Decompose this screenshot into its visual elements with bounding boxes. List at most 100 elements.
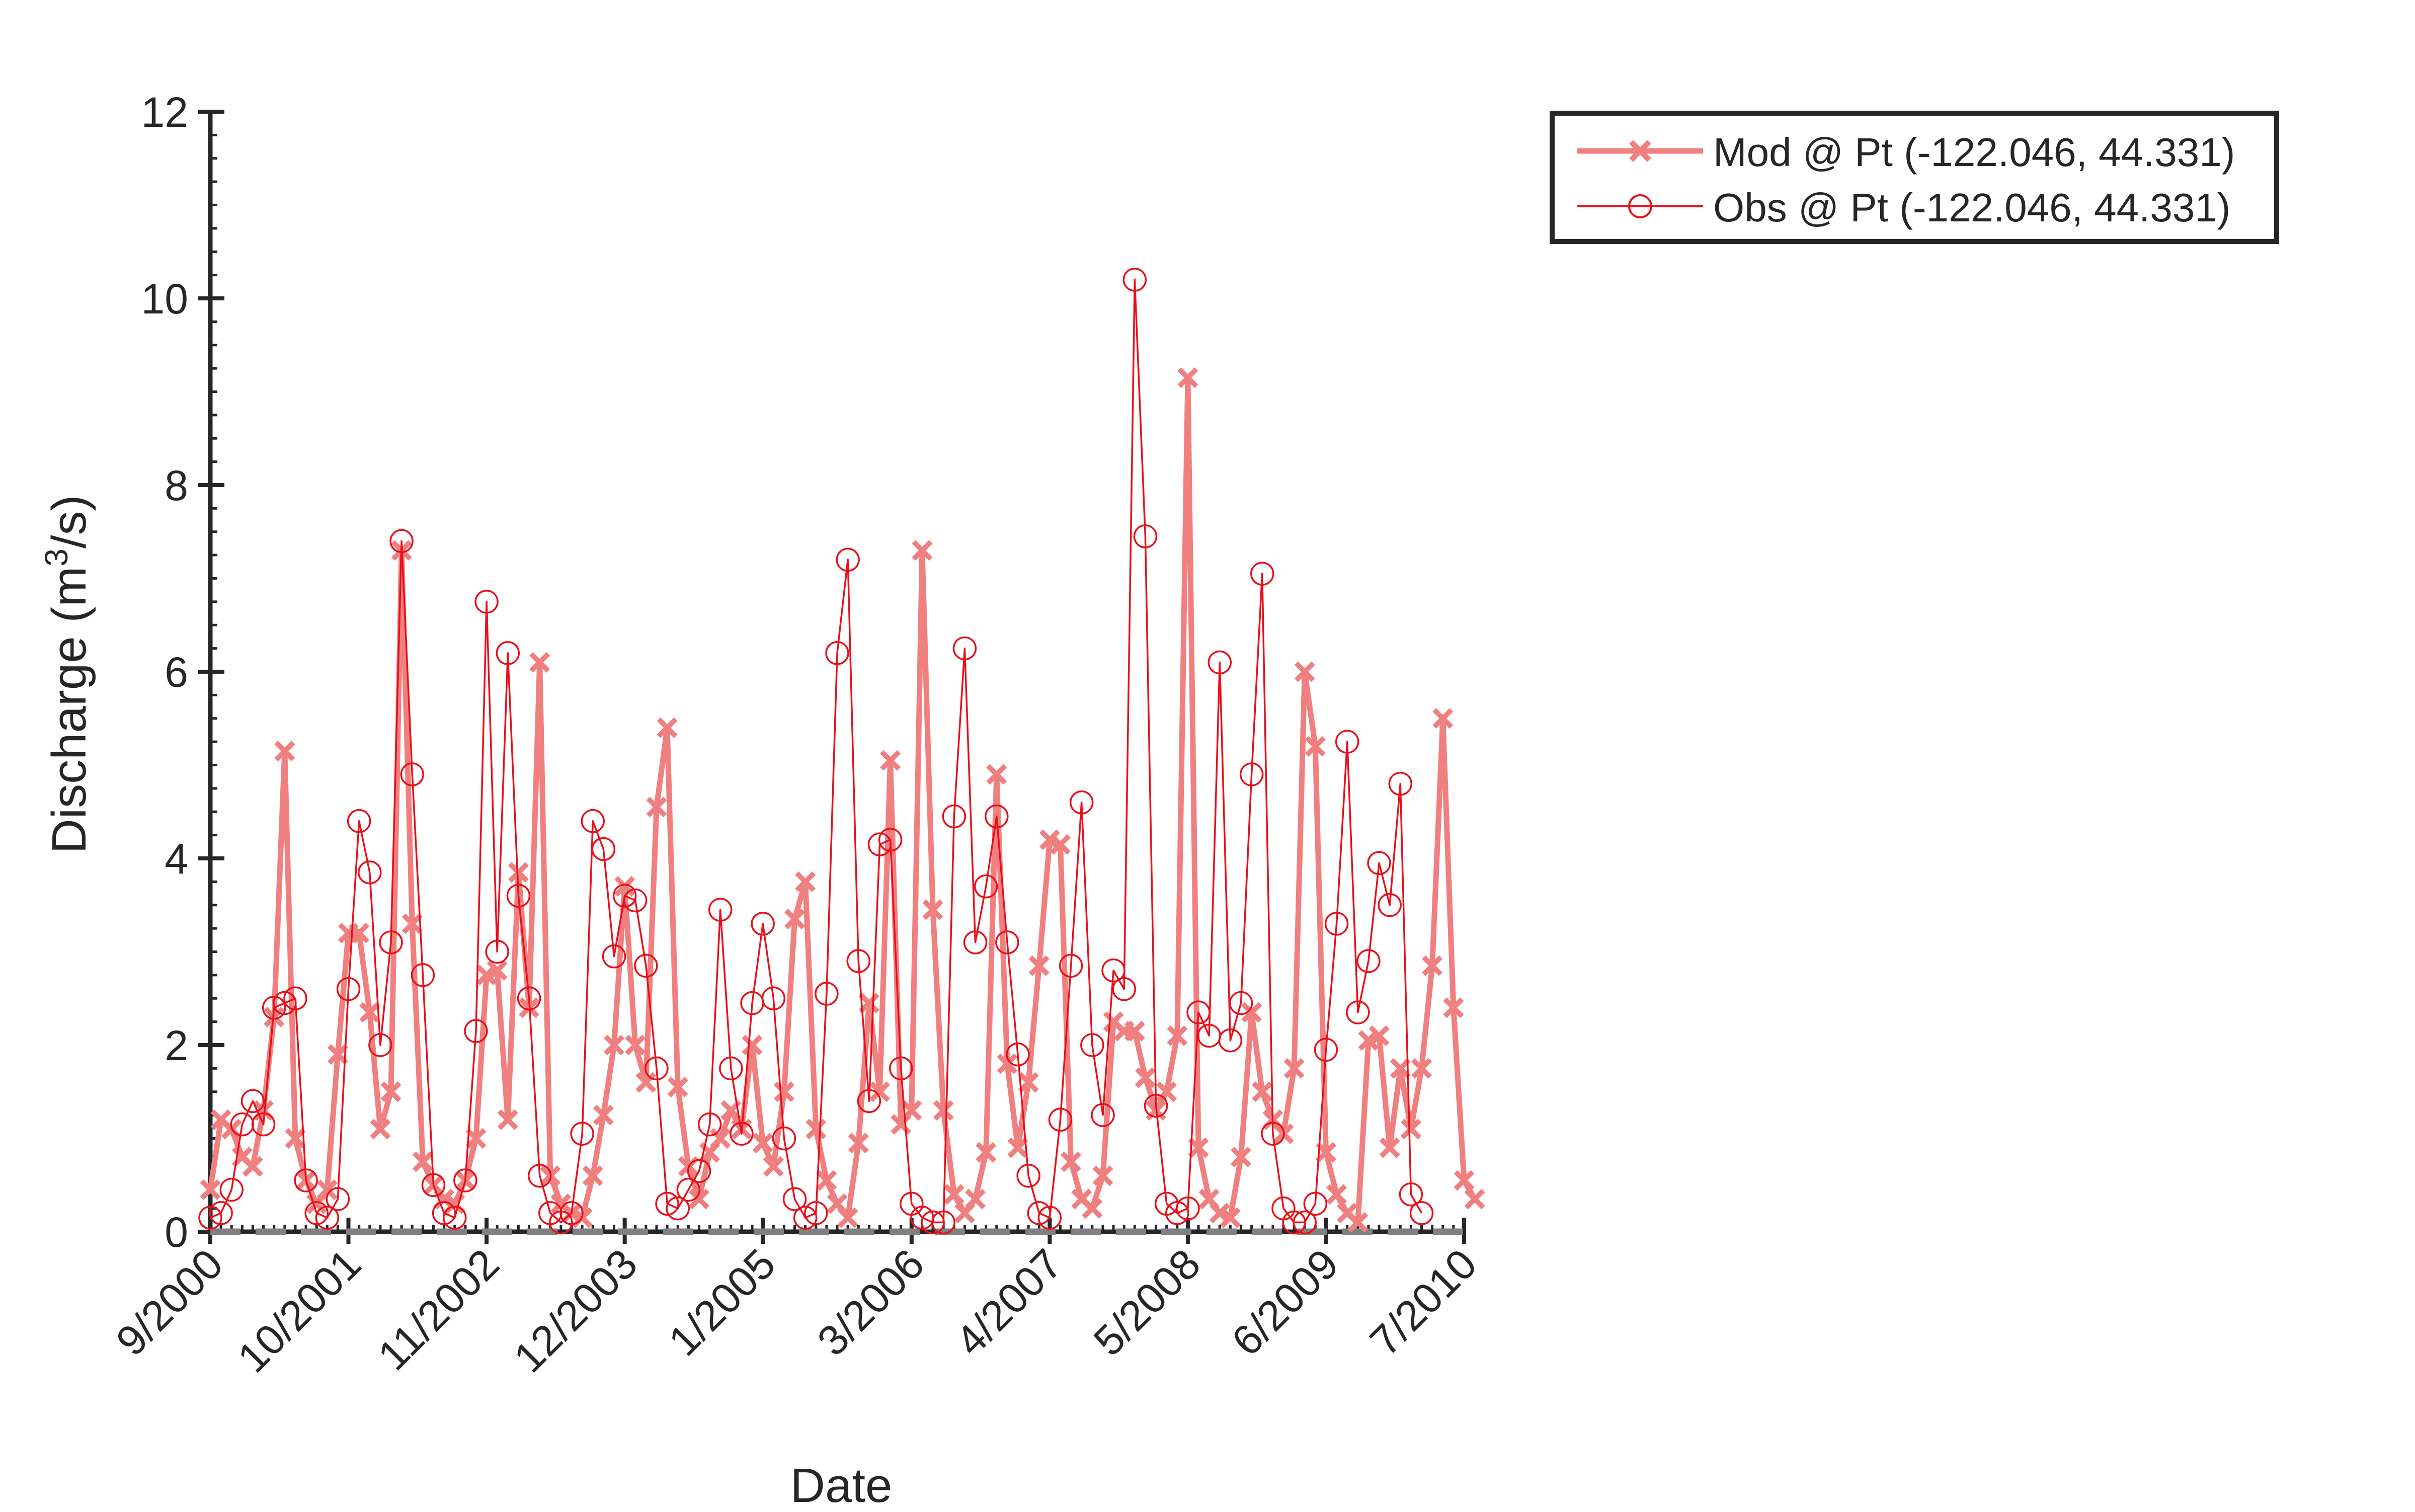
data-point-obs [857, 1089, 881, 1113]
data-point-obs [995, 930, 1019, 954]
legend: Mod @ Pt (-122.046, 44.331) Obs @ Pt (-1… [1550, 111, 2279, 244]
data-point-mod [912, 540, 933, 561]
data-point-mod [688, 1188, 709, 1210]
data-point-obs [1027, 1201, 1052, 1225]
data-point-obs [1314, 1038, 1338, 1062]
data-point-obs [336, 977, 361, 1001]
data-point-obs [1399, 1182, 1423, 1207]
data-point-obs [1016, 1163, 1040, 1188]
data-point-mod [487, 960, 508, 981]
data-point-obs [815, 982, 839, 1006]
data-point-obs [442, 1206, 467, 1230]
data-point-obs [1409, 1201, 1434, 1225]
data-point-obs [368, 1033, 392, 1057]
data-point-obs [676, 1177, 701, 1202]
data-point-mod [710, 1128, 731, 1149]
y-tick-label: 10 [141, 275, 188, 323]
data-point-obs [1112, 977, 1136, 1001]
data-point-obs [506, 884, 531, 908]
data-point-obs [347, 809, 371, 833]
x-tick-label: 10/2001 [228, 1240, 370, 1381]
x-tick-label: 6/2009 [1223, 1240, 1347, 1365]
data-point-mod [508, 862, 529, 883]
data-point-mod [359, 1002, 380, 1023]
data-point-mod [976, 1142, 997, 1163]
legend-marker-mod [1629, 140, 1651, 162]
data-point-obs [474, 590, 499, 614]
data-point-mod [763, 1156, 784, 1177]
data-point-obs [666, 1196, 690, 1221]
data-point-obs [708, 898, 733, 922]
data-point-mod [253, 1100, 274, 1121]
data-point-mod [349, 922, 370, 943]
data-point-mod [1135, 1067, 1156, 1088]
data-point-mod [1315, 1142, 1336, 1163]
data-point-mod [1326, 1184, 1347, 1205]
data-point-mod [593, 1104, 614, 1126]
data-point-obs [315, 1206, 340, 1230]
data-point-mod [1167, 1025, 1188, 1046]
data-point-obs [464, 1019, 488, 1043]
data-point-obs [1303, 1191, 1328, 1216]
data-point-mod [986, 764, 1007, 785]
data-point-obs [1048, 1107, 1073, 1132]
data-point-mod [1379, 1137, 1400, 1158]
data-point-obs [591, 837, 616, 861]
labels-layer: Date Discharge (m3/s) [38, 495, 892, 1512]
data-point-obs [358, 860, 382, 885]
data-point-mod [784, 909, 806, 930]
data-point-obs [421, 1173, 446, 1197]
data-point-mod [1177, 367, 1198, 388]
data-point-obs [963, 930, 988, 954]
data-point-mod [434, 1188, 455, 1210]
data-point-obs [804, 1201, 828, 1225]
data-point-mod [1018, 1072, 1039, 1093]
data-point-mod [380, 1081, 401, 1102]
data-point-obs [751, 912, 775, 936]
data-point-obs [411, 963, 435, 987]
data-point-obs [304, 1201, 329, 1225]
y-tick-label: 2 [165, 1022, 188, 1069]
data-point-mod [1443, 997, 1464, 1018]
data-point-mod [922, 899, 943, 920]
data-point-mod [1252, 1081, 1273, 1102]
data-point-mod [1358, 1030, 1379, 1051]
data-point-obs [273, 991, 297, 1015]
data-point-obs [1239, 762, 1264, 786]
data-point-obs [527, 1163, 552, 1188]
x-tick-label: 1/2005 [660, 1240, 784, 1365]
x-tick-label: 3/2006 [808, 1240, 933, 1365]
data-point-mod [795, 871, 816, 892]
data-point-mod [497, 1109, 518, 1130]
data-point-obs [1122, 268, 1147, 292]
y-tick-label: 4 [165, 835, 188, 883]
data-point-obs [559, 1201, 584, 1225]
y-axis-label-end: /s) [42, 495, 96, 548]
data-point-obs [1037, 1206, 1062, 1230]
data-point-obs [761, 986, 786, 1010]
x-tick-label: 9/2000 [107, 1240, 232, 1365]
data-point-mod [200, 1179, 221, 1201]
data-point-mod [1061, 1151, 1082, 1172]
data-point-mod [943, 1184, 964, 1205]
data-point-mod [1411, 1058, 1432, 1079]
data-point-obs [283, 986, 307, 1010]
y-tick-label: 12 [141, 89, 188, 136]
data-point-mod [401, 913, 423, 934]
data-point-mod [1400, 1119, 1421, 1140]
data-point-mod [1188, 1137, 1209, 1158]
data-point-obs [230, 1112, 255, 1137]
data-point-mod [1305, 736, 1326, 757]
data-point-mod [806, 1119, 827, 1140]
data-point-obs [1101, 958, 1125, 983]
data-point-mod [316, 1179, 338, 1201]
data-point-obs [1091, 1103, 1115, 1127]
data-point-obs [570, 1122, 594, 1146]
legend-entry-mod: Mod @ Pt (-122.046, 44.331) [1577, 130, 2235, 175]
data-point-mod [465, 1128, 487, 1149]
data-point-obs [1069, 790, 1094, 815]
data-point-obs [400, 762, 425, 786]
data-point-obs [1346, 1000, 1370, 1024]
data-point-obs [1261, 1122, 1285, 1146]
data-point-mod [582, 1165, 603, 1186]
